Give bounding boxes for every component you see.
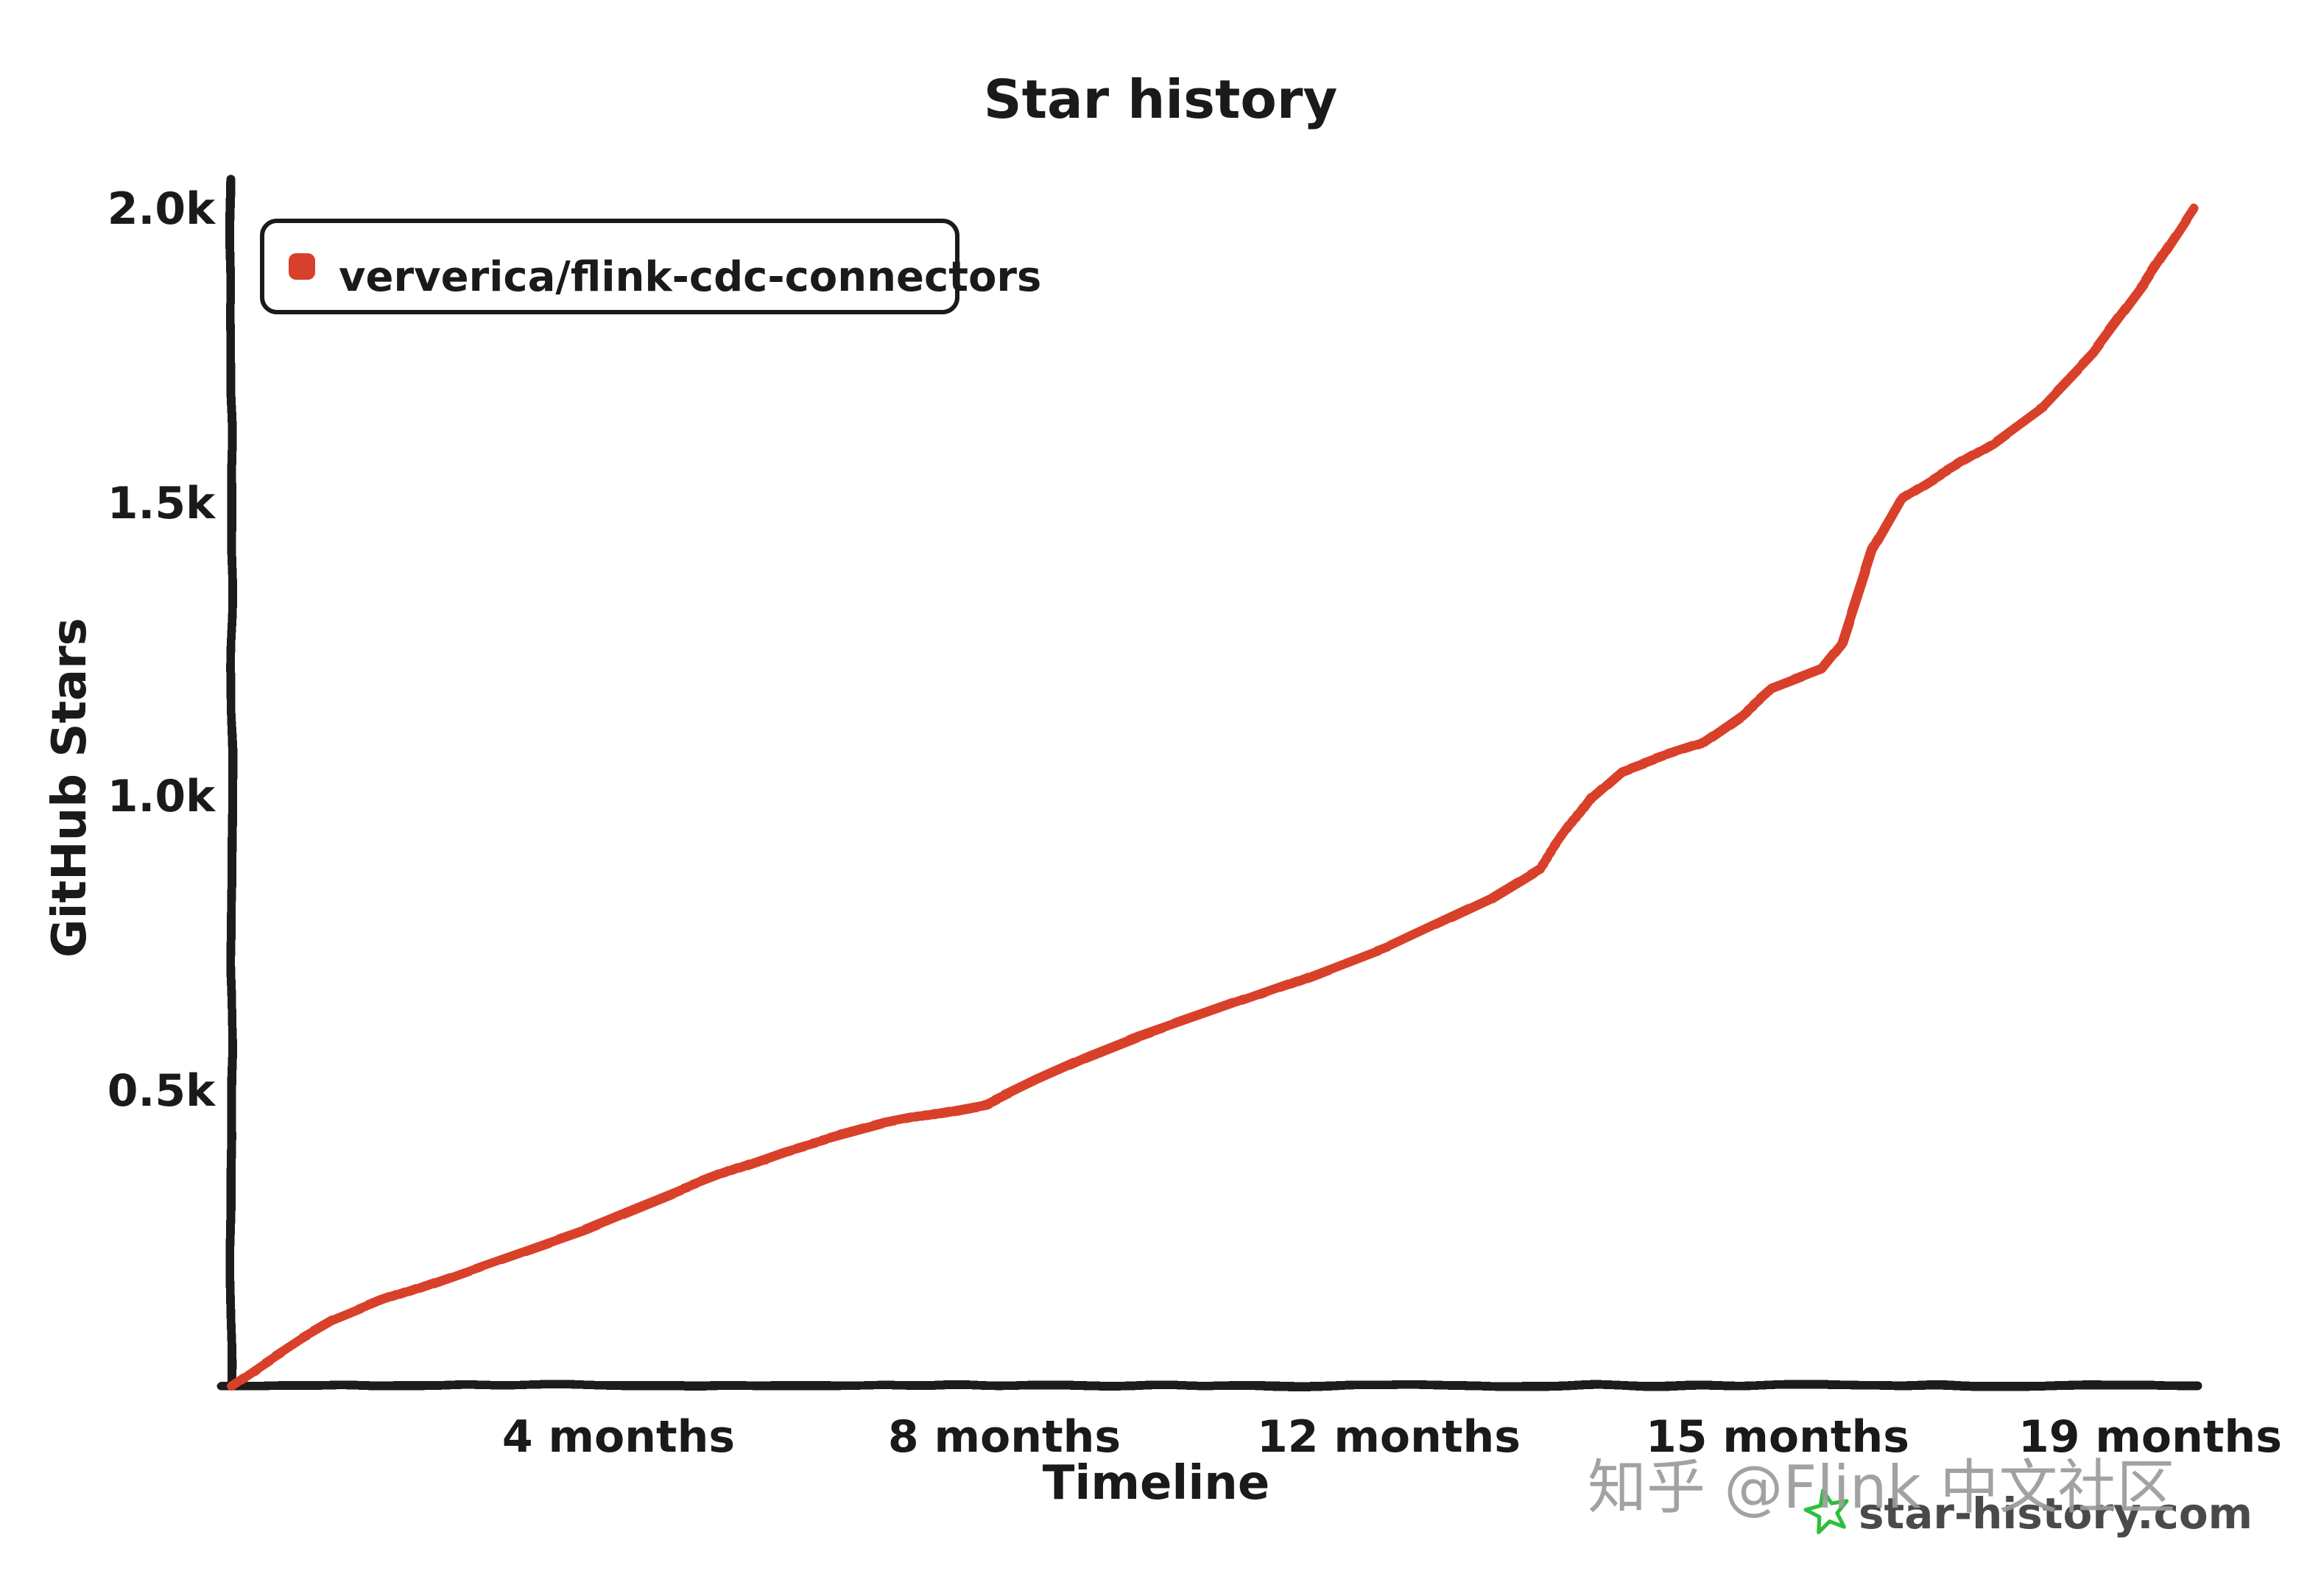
x-axis-label: Timeline [1043,1456,1270,1511]
legend-label: ververica/flink-cdc-connectors [339,253,1041,301]
star-history-site-label: star-history.com [1859,1489,2253,1539]
axes [216,175,2202,1390]
chart-title: Star history [984,68,1338,130]
y-tick-label: 1.5k [108,478,216,529]
series-line [226,204,2200,1391]
x-tick-label: 15 months [1646,1411,1909,1463]
x-tick-labels: 4 months 8 months 12 months 15 months 19… [502,1411,2282,1463]
y-axis-label: GitHub Stars [43,618,97,958]
x-tick-label: 4 months [502,1411,735,1463]
legend: ververica/flink-cdc-connectors [260,219,1041,314]
legend-box [260,219,959,314]
zhihu-watermark: 知乎 @Flink 中文社区 [1588,1453,2175,1522]
x-tick-label: 19 months [2018,1411,2282,1463]
x-tick-label: 8 months [888,1411,1121,1463]
y-tick-label: 2.0k [108,183,216,235]
star-history-watermark: star-history.com [1803,1489,2253,1539]
x-tick-label: 12 months [1257,1411,1521,1463]
star-icon [1803,1489,1849,1535]
y-tick-labels: 2.0k 1.5k 1.0k 0.5k [108,183,216,1117]
legend-marker [289,253,315,280]
y-tick-label: 1.0k [108,771,216,822]
y-tick-label: 0.5k [108,1065,216,1117]
